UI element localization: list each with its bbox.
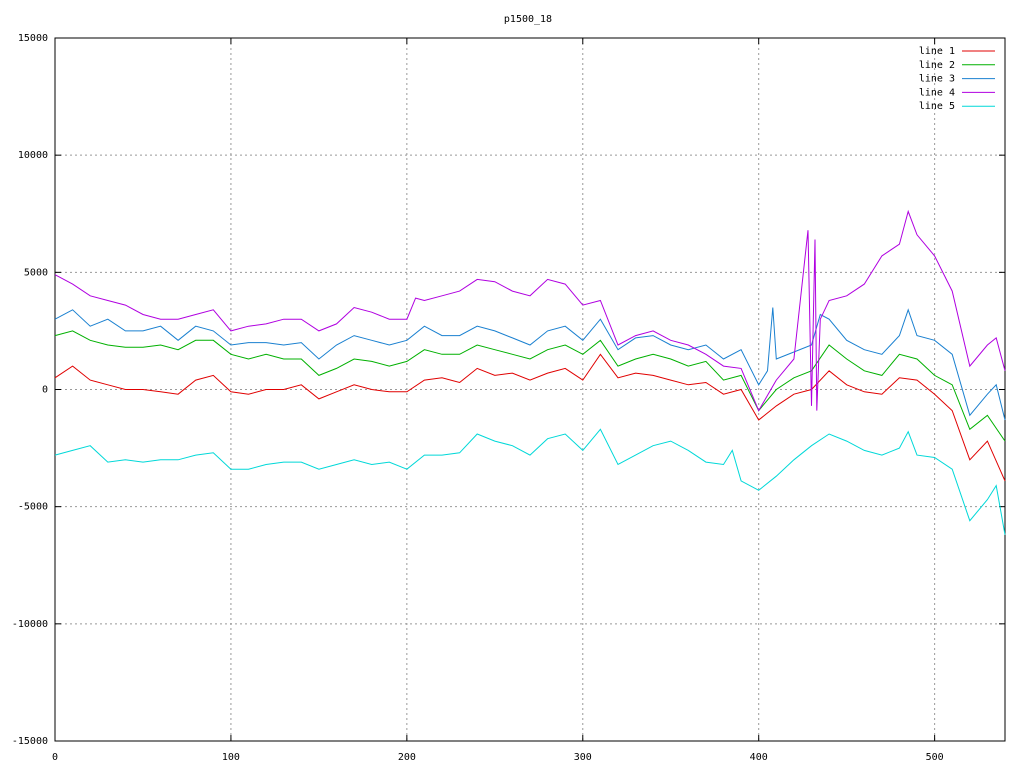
plot-frame xyxy=(54,37,1006,742)
x-tick-label: 0 xyxy=(52,752,58,763)
series-line xyxy=(54,209,1006,412)
y-tick-label: -10000 xyxy=(12,619,48,630)
series-line xyxy=(54,307,1006,421)
x-tick-label: 500 xyxy=(926,752,944,763)
y-tick-label: -5000 xyxy=(18,502,48,513)
x-tick-label: 300 xyxy=(574,752,592,763)
x-tick-label: 200 xyxy=(398,752,416,763)
series-line xyxy=(54,428,1006,535)
legend-label: line 3 xyxy=(919,74,955,85)
y-tick-label: 5000 xyxy=(24,267,48,278)
y-tick-label: 15000 xyxy=(18,33,48,44)
legend-label: line 1 xyxy=(919,46,955,57)
x-tick-label: 400 xyxy=(750,752,768,763)
y-tick-label: 0 xyxy=(42,385,48,396)
series-line xyxy=(54,330,1006,442)
x-tick-label: 100 xyxy=(222,752,240,763)
legend-label: line 2 xyxy=(919,60,955,71)
legend-label: line 5 xyxy=(919,101,955,112)
y-tick-label: 10000 xyxy=(18,150,48,161)
legend-label: line 4 xyxy=(919,87,955,98)
chart-title: p1500_18 xyxy=(504,14,552,25)
series-line xyxy=(54,353,1006,482)
y-tick-label: -15000 xyxy=(12,736,48,747)
